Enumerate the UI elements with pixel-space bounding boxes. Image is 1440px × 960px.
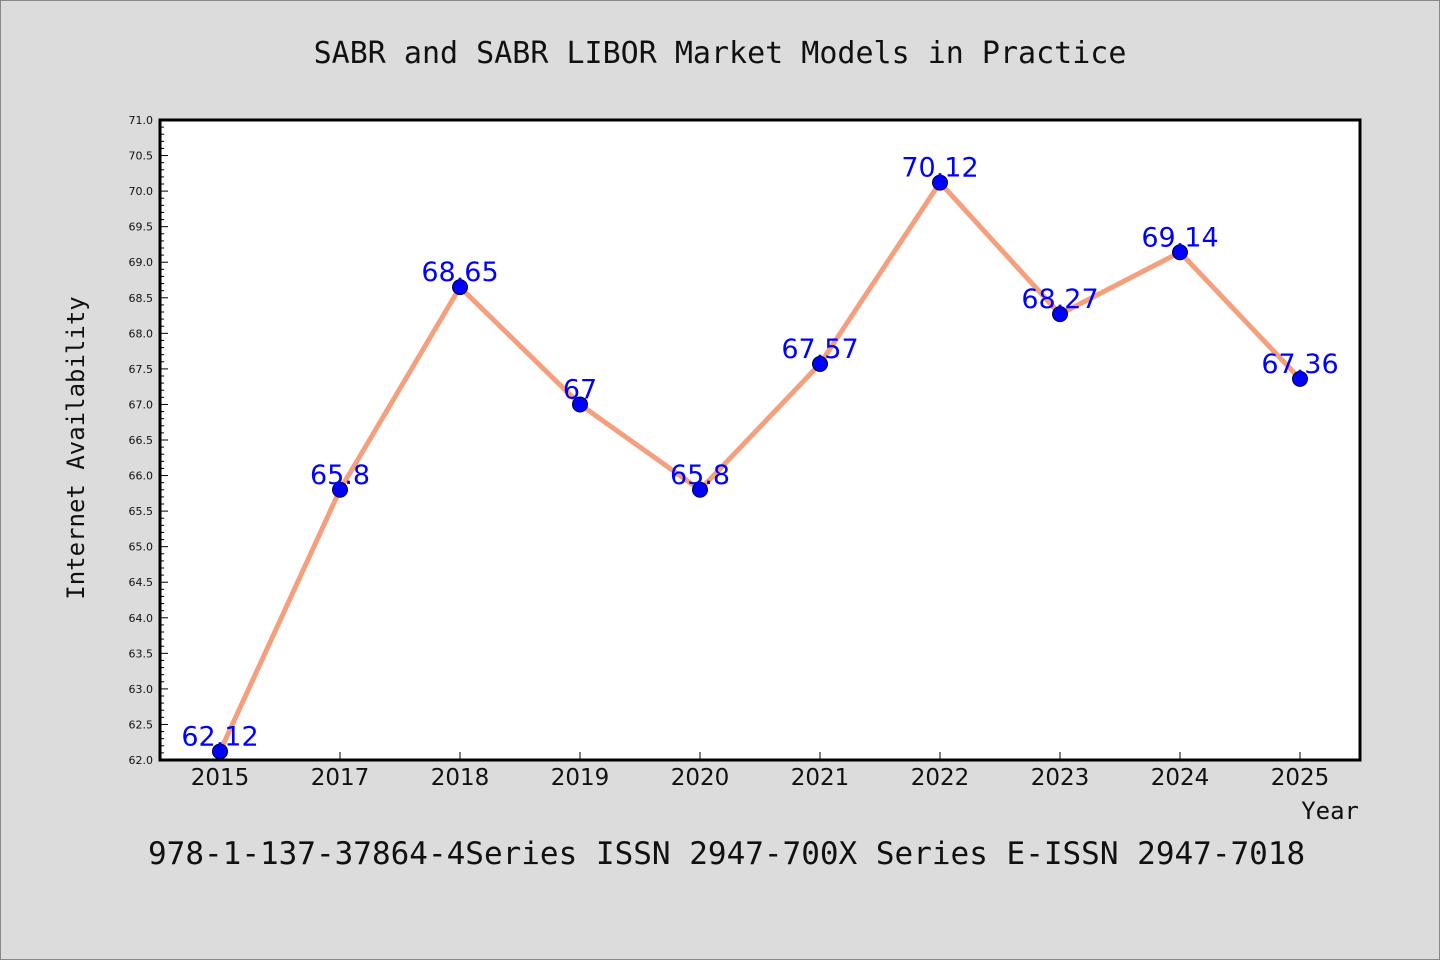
x-tick-label: 2022 (911, 765, 970, 791)
data-point (1052, 306, 1068, 323)
x-tick-label: 2018 (431, 765, 490, 791)
data-point (812, 355, 828, 372)
x-tick-label: 2019 (551, 765, 610, 791)
chart-title: SABR and SABR LIBOR Market Models in Pra… (314, 36, 1127, 71)
y-tick-label: 67.0 (129, 398, 154, 411)
data-label: 68.65 (421, 257, 498, 288)
y-tick-label: 63.0 (129, 683, 154, 696)
data-label: 67 (563, 374, 597, 405)
y-tick-label: 68.0 (129, 327, 154, 340)
y-tick-label: 63.5 (129, 647, 154, 660)
data-label: 65.8 (310, 460, 370, 491)
data-label: 70.12 (901, 153, 978, 184)
y-tick-label: 68.5 (129, 292, 154, 305)
x-tick-label: 2025 (1271, 765, 1330, 791)
data-point (452, 279, 468, 296)
data-point (572, 396, 588, 413)
y-tick-label: 69.5 (129, 221, 154, 234)
y-tick-label: 70.0 (129, 185, 154, 198)
x-tick-label: 2023 (1031, 765, 1090, 791)
x-tick-label: 2021 (791, 765, 850, 791)
x-tick-label: 2024 (1151, 765, 1210, 791)
data-label: 65.8 (670, 460, 730, 491)
data-label: 68.27 (1021, 284, 1098, 315)
y-tick-label: 66.5 (129, 434, 154, 447)
data-label: 67.36 (1261, 349, 1338, 380)
data-label: 62.12 (181, 721, 258, 752)
plot-area (160, 120, 1360, 760)
x-tick-label: 2015 (191, 765, 250, 791)
data-label: 67.57 (781, 334, 858, 365)
x-tick-label: 2017 (311, 765, 370, 791)
plot-frame (158, 118, 1362, 762)
y-tick-label: 70.5 (129, 150, 154, 163)
y-axis: 62.0 62.5 63.0 63.5 64.0 64.5 65.0 65.5 66.0 66.5… (129, 114, 168, 767)
y-axis-label: Internet Availability (62, 296, 90, 599)
y-tick-label: 66.0 (129, 470, 154, 483)
y-tick-label: 69.0 (129, 256, 154, 269)
y-tick-label: 62.5 (129, 718, 154, 731)
x-tick-label: 2020 (671, 765, 730, 791)
y-tick-label: 67.5 (129, 363, 154, 376)
series-line (217, 180, 1302, 753)
data-label-group: 62.12 65.8 68.65 67 65.8 67.57 70.12 68.27 69.14… (181, 153, 1338, 753)
y-tick-label: 62.0 (129, 754, 154, 767)
y-tick-label: 65.5 (129, 505, 154, 518)
data-point (332, 481, 348, 498)
x-axis-label: Year (1301, 797, 1359, 825)
data-point (1172, 244, 1188, 261)
data-label: 69.14 (1141, 222, 1218, 253)
data-point (1292, 370, 1308, 387)
y-tick-label: 71.0 (129, 114, 154, 127)
series-group (212, 174, 1308, 760)
y-tick-label: 64.5 (129, 576, 154, 589)
data-point (932, 174, 948, 191)
data-point (692, 481, 708, 498)
x-axis: 2015 2017 2018 2019 2020 2021 2022 2023 2024 2025 (191, 752, 1330, 791)
y-tick-label: 64.0 (129, 612, 154, 625)
footer-text: 978-1-137-37864-4Series ISSN 2947-700X S… (148, 836, 1305, 872)
y-tick-label: 65.0 (129, 541, 154, 554)
